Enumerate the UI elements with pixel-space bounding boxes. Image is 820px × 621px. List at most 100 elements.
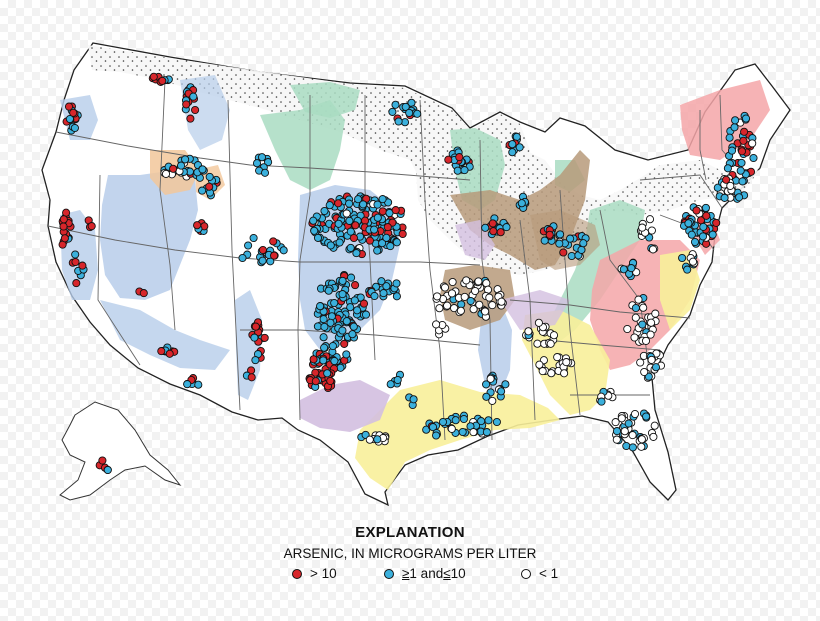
- sample-point-low: [482, 279, 491, 288]
- sample-point-low: [646, 330, 655, 339]
- sample-point-mid: [731, 116, 740, 125]
- sample-point-low: [447, 424, 456, 433]
- sample-point-low: [456, 306, 465, 315]
- sample-point-mid: [382, 233, 391, 242]
- sample-point-mid: [330, 356, 339, 366]
- sample-point-mid: [346, 243, 355, 252]
- sample-point-high: [139, 289, 148, 298]
- sample-point-high: [737, 147, 747, 156]
- sample-point-high: [351, 281, 360, 290]
- sample-point-high: [702, 211, 711, 220]
- sample-point-mid: [189, 92, 198, 101]
- sample-point-mid: [736, 166, 745, 175]
- sample-point-mid: [346, 303, 355, 312]
- sample-point-mid: [373, 213, 382, 222]
- sample-point-mid: [725, 133, 734, 142]
- sample-point-mid: [579, 239, 588, 248]
- sample-point-mid: [619, 265, 628, 274]
- sample-point-high: [149, 72, 158, 81]
- sample-point-mid: [352, 249, 361, 258]
- sample-point-mid: [378, 239, 387, 248]
- sample-point-mid: [334, 219, 343, 228]
- sample-point-high: [62, 208, 71, 217]
- sample-point-mid: [346, 227, 355, 236]
- sample-point-mid: [458, 427, 467, 437]
- sample-point-mid: [540, 236, 549, 245]
- sample-point-high: [157, 347, 166, 356]
- sample-point-low: [486, 374, 495, 383]
- sample-point-mid: [350, 296, 359, 305]
- sample-point-high: [193, 221, 202, 230]
- sample-point-high: [64, 102, 74, 111]
- sample-point-mid: [181, 155, 190, 164]
- sample-point-low: [471, 286, 480, 296]
- sample-point-low: [645, 215, 655, 224]
- legend-item-high: > 10: [292, 566, 337, 581]
- sample-point-low: [650, 421, 659, 430]
- sample-point-mid: [338, 326, 347, 335]
- sample-point-mid: [379, 289, 388, 298]
- sample-point-low: [534, 318, 543, 327]
- aquifer-regions: [60, 75, 770, 490]
- sample-point-low: [547, 369, 556, 378]
- sample-point-mid: [459, 414, 468, 424]
- sample-point-mid: [631, 303, 640, 313]
- sample-point-mid: [684, 219, 693, 228]
- legend-subtitle: ARSENIC, IN MICROGRAMS PER LITER: [283, 546, 537, 561]
- sample-point-mid: [730, 123, 739, 132]
- sample-point-high: [251, 322, 260, 331]
- sample-point-mid: [103, 465, 112, 475]
- sample-point-mid: [678, 253, 687, 263]
- sample-point-high: [365, 236, 374, 245]
- sample-point-mid: [249, 233, 258, 243]
- sample-point-low: [432, 320, 441, 329]
- sample-point-low: [612, 435, 621, 444]
- sample-point-mid: [320, 322, 329, 331]
- sample-point-low: [748, 139, 757, 148]
- sample-point-high: [334, 199, 343, 208]
- sample-point-low: [726, 181, 735, 190]
- sample-point-mid: [642, 412, 651, 421]
- sample-point-mid: [71, 250, 80, 259]
- sample-point-low: [641, 336, 651, 345]
- sample-point-mid: [342, 350, 351, 359]
- sample-point-mid: [257, 153, 267, 162]
- sample-point-mid: [183, 380, 192, 389]
- sample-point-mid: [432, 431, 441, 440]
- sample-point-low: [474, 277, 483, 286]
- sample-point-low: [533, 339, 542, 348]
- sample-point-mid: [391, 100, 400, 109]
- sample-point-low: [549, 331, 559, 340]
- sample-point-mid: [326, 318, 335, 327]
- sample-point-low: [636, 358, 645, 367]
- sample-point-low: [469, 305, 478, 314]
- sample-point-mid: [279, 246, 288, 255]
- red-dot-icon: [292, 568, 302, 579]
- sample-point-mid: [335, 238, 344, 247]
- sample-point-low: [637, 435, 646, 444]
- sample-point-low: [639, 303, 648, 312]
- sample-point-mid: [198, 186, 207, 195]
- sample-point-low: [462, 276, 471, 285]
- sample-point-high: [359, 299, 369, 308]
- sample-point-low: [649, 432, 658, 441]
- sample-point-mid: [251, 356, 260, 365]
- sample-point-low: [620, 427, 629, 436]
- sample-point-mid: [466, 296, 475, 306]
- sample-point-mid: [727, 146, 737, 155]
- sample-point-low: [651, 309, 660, 318]
- sample-point-mid: [65, 114, 74, 124]
- sample-point-mid: [326, 241, 335, 250]
- sample-point-mid: [687, 230, 696, 239]
- sample-point-low: [450, 304, 459, 313]
- sample-point-mid: [353, 306, 362, 315]
- sample-point-high: [378, 207, 387, 216]
- sample-point-mid: [622, 441, 631, 451]
- sample-point-mid: [238, 253, 247, 263]
- sample-point-mid: [683, 265, 692, 274]
- sample-point-mid: [720, 193, 729, 202]
- sample-point-low: [485, 293, 494, 302]
- sample-point-high: [270, 251, 279, 260]
- sample-point-mid: [749, 153, 758, 163]
- sample-point-high: [488, 219, 497, 228]
